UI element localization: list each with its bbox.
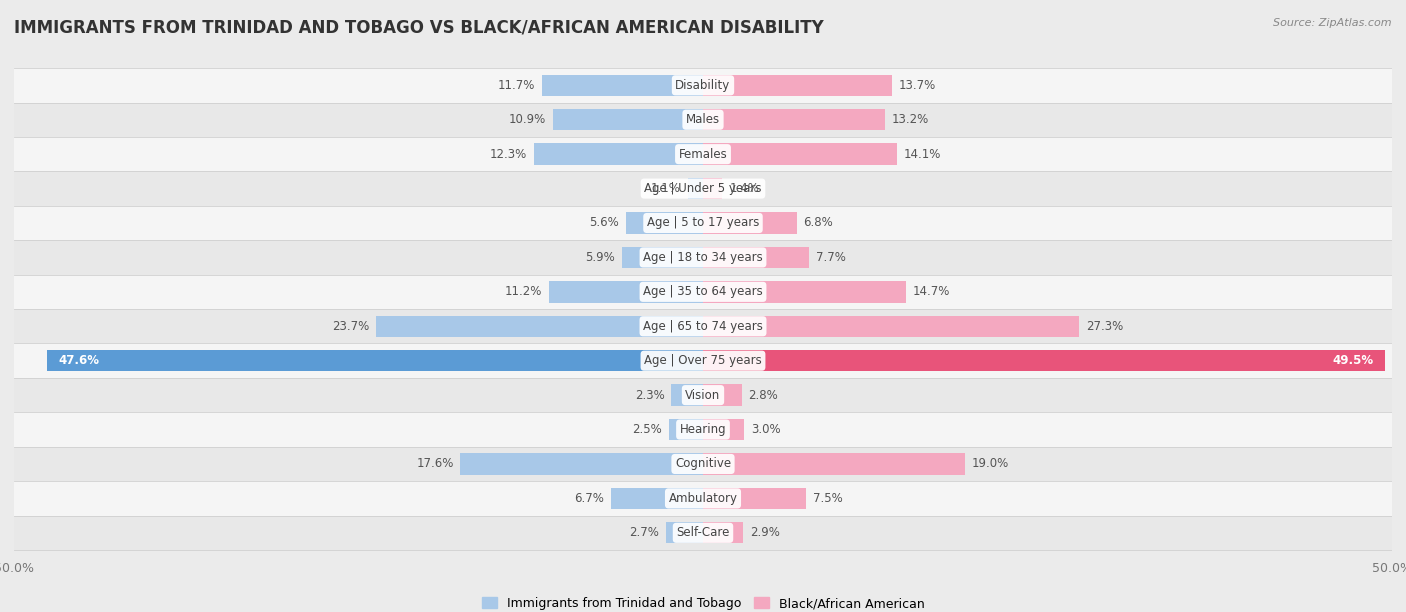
Text: Vision: Vision <box>685 389 721 401</box>
Bar <box>48 350 703 371</box>
Bar <box>703 453 965 475</box>
Text: 12.3%: 12.3% <box>489 147 527 160</box>
Text: Self-Care: Self-Care <box>676 526 730 539</box>
Text: 19.0%: 19.0% <box>972 458 1010 471</box>
Text: 2.9%: 2.9% <box>749 526 780 539</box>
Bar <box>703 178 723 200</box>
Bar <box>461 453 703 475</box>
Text: 10.9%: 10.9% <box>509 113 546 126</box>
Bar <box>703 281 905 302</box>
Text: Age | 35 to 64 years: Age | 35 to 64 years <box>643 285 763 298</box>
Bar <box>14 137 1392 171</box>
Text: 11.2%: 11.2% <box>505 285 541 298</box>
Bar <box>533 143 703 165</box>
Text: 23.7%: 23.7% <box>332 320 370 333</box>
Text: 7.7%: 7.7% <box>815 251 846 264</box>
Text: 1.1%: 1.1% <box>651 182 681 195</box>
Text: 49.5%: 49.5% <box>1333 354 1374 367</box>
Bar <box>669 419 703 440</box>
Bar <box>14 240 1392 275</box>
Bar <box>703 350 1385 371</box>
Text: 13.7%: 13.7% <box>898 79 936 92</box>
Text: Disability: Disability <box>675 79 731 92</box>
Bar <box>703 384 741 406</box>
Text: 7.5%: 7.5% <box>813 492 844 505</box>
Text: 2.8%: 2.8% <box>748 389 778 401</box>
Text: Source: ZipAtlas.com: Source: ZipAtlas.com <box>1274 18 1392 28</box>
Text: 2.7%: 2.7% <box>628 526 659 539</box>
Legend: Immigrants from Trinidad and Tobago, Black/African American: Immigrants from Trinidad and Tobago, Bla… <box>482 597 924 610</box>
Bar <box>621 247 703 268</box>
Text: Age | Under 5 years: Age | Under 5 years <box>644 182 762 195</box>
Bar <box>14 447 1392 481</box>
Text: 5.9%: 5.9% <box>585 251 614 264</box>
Bar <box>703 212 797 234</box>
Text: Age | 18 to 34 years: Age | 18 to 34 years <box>643 251 763 264</box>
Text: Hearing: Hearing <box>679 423 727 436</box>
Text: 14.7%: 14.7% <box>912 285 950 298</box>
Bar <box>14 515 1392 550</box>
Text: Age | Over 75 years: Age | Over 75 years <box>644 354 762 367</box>
Bar <box>377 316 703 337</box>
Text: 1.4%: 1.4% <box>730 182 759 195</box>
Text: Age | 5 to 17 years: Age | 5 to 17 years <box>647 217 759 230</box>
Bar <box>703 316 1080 337</box>
Bar <box>703 522 742 543</box>
Bar <box>553 109 703 130</box>
Bar <box>14 171 1392 206</box>
Bar <box>703 75 891 96</box>
Bar <box>14 68 1392 102</box>
Bar <box>666 522 703 543</box>
Text: Ambulatory: Ambulatory <box>668 492 738 505</box>
Bar <box>703 143 897 165</box>
Bar <box>703 488 807 509</box>
Text: Age | 65 to 74 years: Age | 65 to 74 years <box>643 320 763 333</box>
Text: 17.6%: 17.6% <box>416 458 454 471</box>
Bar <box>548 281 703 302</box>
Text: IMMIGRANTS FROM TRINIDAD AND TOBAGO VS BLACK/AFRICAN AMERICAN DISABILITY: IMMIGRANTS FROM TRINIDAD AND TOBAGO VS B… <box>14 18 824 36</box>
Text: 6.8%: 6.8% <box>804 217 834 230</box>
Bar <box>671 384 703 406</box>
Bar <box>541 75 703 96</box>
Text: 14.1%: 14.1% <box>904 147 942 160</box>
Bar <box>703 109 884 130</box>
Bar <box>610 488 703 509</box>
Text: 3.0%: 3.0% <box>751 423 780 436</box>
Bar <box>14 412 1392 447</box>
Bar <box>14 206 1392 241</box>
Bar <box>14 102 1392 137</box>
Text: Males: Males <box>686 113 720 126</box>
Bar <box>14 343 1392 378</box>
Bar <box>14 309 1392 343</box>
Text: Cognitive: Cognitive <box>675 458 731 471</box>
Text: 13.2%: 13.2% <box>891 113 929 126</box>
Text: 2.5%: 2.5% <box>631 423 662 436</box>
Text: 6.7%: 6.7% <box>574 492 603 505</box>
Bar <box>703 419 744 440</box>
Bar <box>14 275 1392 309</box>
Bar <box>14 378 1392 412</box>
Bar <box>14 481 1392 515</box>
Bar <box>688 178 703 200</box>
Bar <box>703 247 808 268</box>
Text: 5.6%: 5.6% <box>589 217 619 230</box>
Text: 2.3%: 2.3% <box>634 389 665 401</box>
Text: 11.7%: 11.7% <box>498 79 534 92</box>
Bar <box>626 212 703 234</box>
Text: 47.6%: 47.6% <box>58 354 100 367</box>
Text: 27.3%: 27.3% <box>1085 320 1123 333</box>
Text: Females: Females <box>679 147 727 160</box>
